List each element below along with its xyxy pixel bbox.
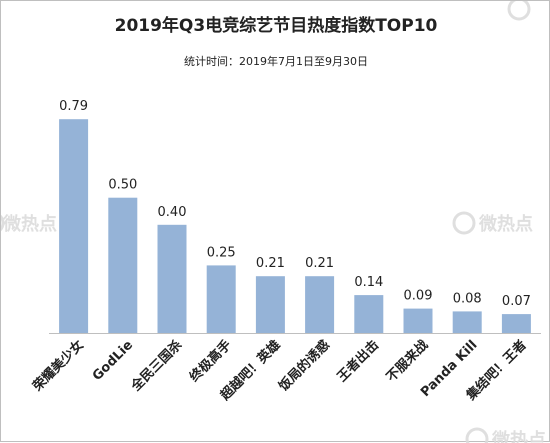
watermark-icon [507,1,531,21]
bar [305,276,335,333]
bar [255,276,285,333]
category-label: 荣耀美少女 [29,337,87,395]
watermark-icon: 微热点 [452,211,533,235]
bar-value-label: 0.79 [59,99,88,114]
bar [403,308,433,333]
chart-title: 2019年Q3电竞综艺节目热度指数TOP10 [115,15,438,36]
bar [452,311,482,333]
bar-value-label: 0.40 [158,205,187,220]
chart-subtitle: 统计时间：2019年7月1日至9月30日 [184,54,368,68]
category-label: 王者出击 [334,337,382,385]
category-label: GodLie [90,338,136,384]
watermark-icon: 微热点 [1,213,57,235]
bar-value-label: 0.25 [207,245,236,260]
watermark-icon: 微热点 [465,427,546,443]
bar [59,119,89,333]
bar-value-label: 0.21 [256,256,285,271]
category-label: 饭局的诱惑 [275,337,333,395]
bar-series [59,119,531,333]
bar [206,265,236,333]
bar [108,197,138,333]
bar [354,295,384,333]
bar-value-label: 0.09 [404,289,433,304]
bar [157,224,187,333]
watermark-text: 微热点 [491,429,546,443]
category-label: 终极高手 [186,337,234,385]
bar-value-label: 0.08 [453,291,482,306]
data-labels: 0.79 0.50 0.40 0.25 0.21 0.21 0.14 0.09 0.08 0.07 [59,99,531,309]
watermark-text: 微热点 [478,213,533,235]
bar-value-label: 0.50 [108,178,137,193]
category-label: 全民三国杀 [127,337,185,395]
bar [501,314,531,333]
bar-value-label: 0.14 [354,275,383,290]
bar-value-label: 0.07 [502,294,531,309]
watermark-text: 微热点 [2,213,57,235]
category-label: 不服来战 [383,337,431,385]
bar-value-label: 0.21 [305,256,334,271]
